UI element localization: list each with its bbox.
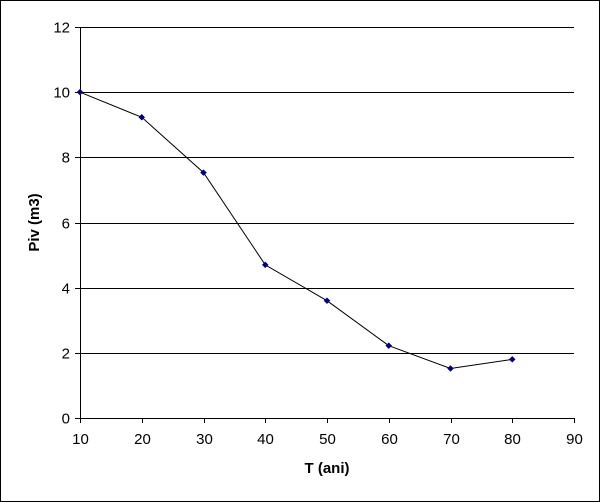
x-tick-label-80: 80: [504, 431, 521, 448]
data-point-40: [261, 261, 269, 269]
y-tick-label-6: 6: [62, 216, 70, 233]
x-axis-title: T (ani): [305, 460, 350, 477]
y-tick-label-8: 8: [62, 150, 70, 167]
series-line-0: [79, 91, 513, 370]
x-tick-label-70: 70: [443, 431, 460, 448]
data-point-50: [323, 297, 331, 305]
x-tick-label-90: 90: [566, 431, 583, 448]
x-tick-label-40: 40: [257, 431, 274, 448]
x-tick-label-30: 30: [196, 431, 213, 448]
data-point-60: [385, 342, 393, 350]
y-tick-label-0: 0: [62, 411, 70, 428]
data-point-20: [138, 113, 146, 121]
y-tick-label-4: 4: [62, 281, 70, 298]
y-axis-title: Piv (m3): [26, 193, 43, 251]
data-point-10: [76, 88, 84, 96]
x-tick-label-10: 10: [72, 431, 89, 448]
axes: [75, 27, 575, 423]
y-tick-label-2: 2: [62, 346, 70, 363]
series: [76, 88, 516, 372]
data-point-70: [447, 365, 454, 372]
x-tick-label-50: 50: [319, 431, 336, 448]
x-tick-label-20: 20: [134, 431, 151, 448]
y-tick-label-10: 10: [53, 85, 70, 102]
gridlines: [80, 27, 574, 354]
y-tick-label-12: 12: [53, 20, 70, 37]
x-tick-label-60: 60: [381, 431, 398, 448]
data-point-30: [200, 169, 207, 177]
data-point-80: [508, 355, 516, 363]
tick-labels: 0 2 4 6 8 10 12 10 20 30 40 50 60 70 80 90: [53, 20, 583, 449]
